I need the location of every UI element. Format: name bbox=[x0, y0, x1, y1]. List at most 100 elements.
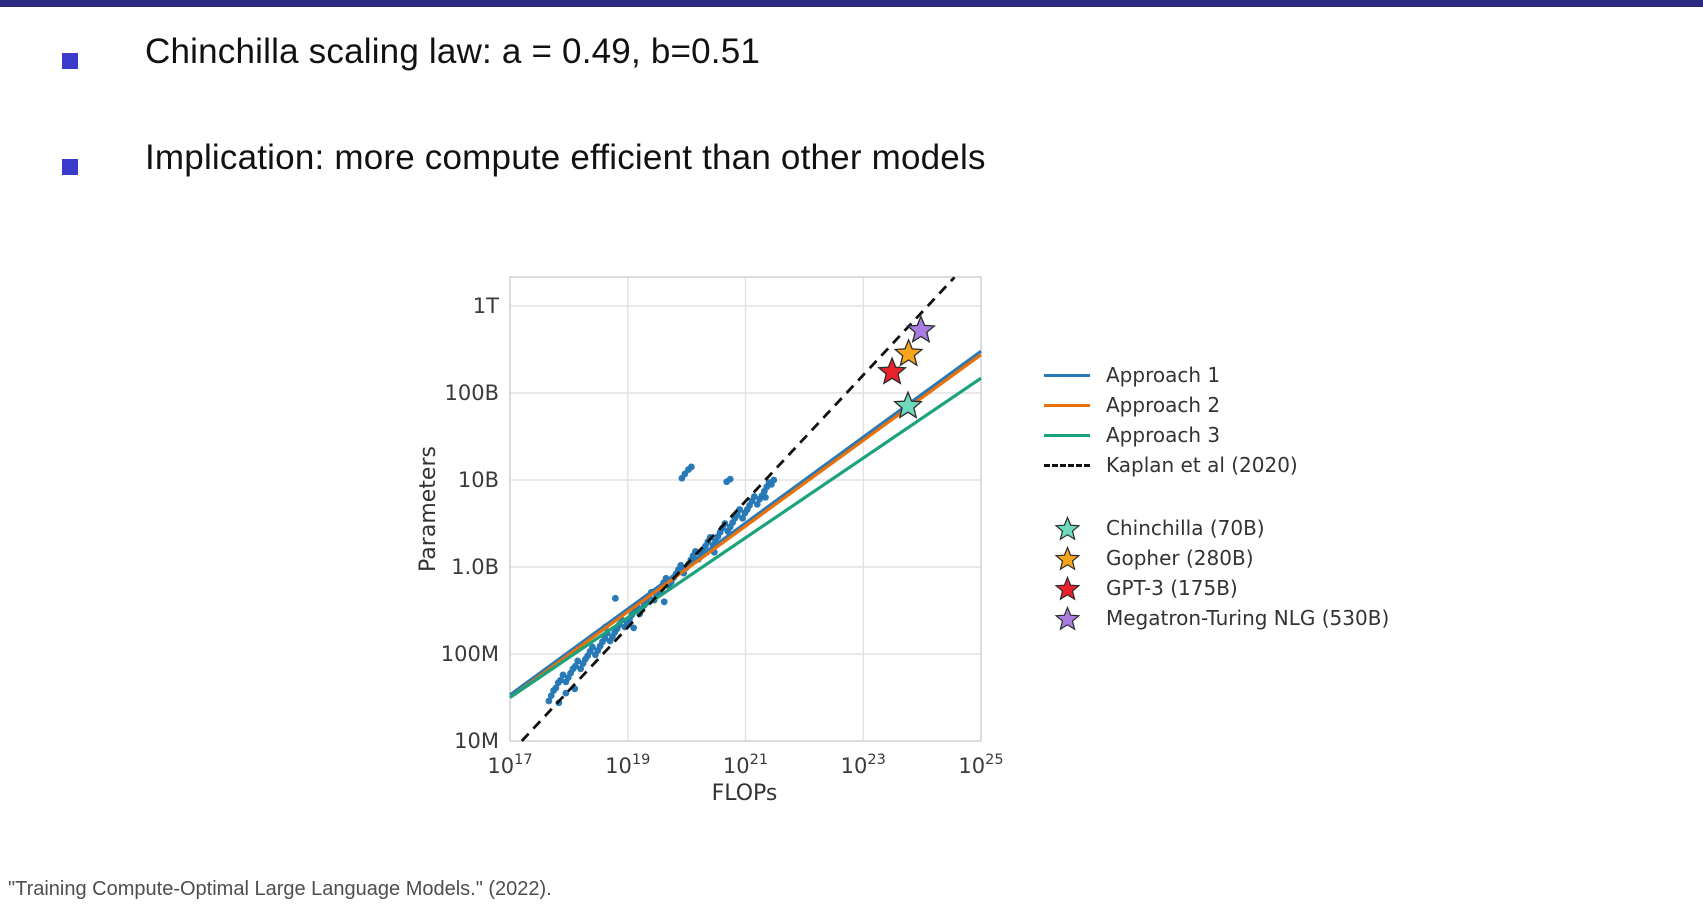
scatter-point bbox=[660, 579, 668, 587]
scatter-point bbox=[591, 651, 599, 659]
scatter-point bbox=[762, 494, 769, 501]
fit-line-kaplan-et-al-2020- bbox=[520, 276, 956, 742]
y-tick-label: 1.0B bbox=[451, 555, 499, 579]
scatter-point bbox=[562, 689, 570, 697]
scatter-point bbox=[640, 601, 648, 609]
scatter-point bbox=[697, 550, 705, 558]
scatter-point bbox=[623, 619, 631, 627]
scatter-point bbox=[611, 628, 619, 636]
scatter-point bbox=[650, 596, 658, 604]
y-tick-label: 100M bbox=[441, 642, 499, 666]
scatter-point bbox=[672, 570, 680, 578]
legend-row-gopher-280b-: Gopher (280B) bbox=[1043, 543, 1389, 573]
scatter-point bbox=[574, 657, 582, 665]
scatter-point bbox=[603, 629, 611, 637]
scatter-point bbox=[609, 633, 616, 640]
y-tick-label: 10M bbox=[454, 729, 499, 753]
legend-label: Chinchilla (70B) bbox=[1106, 516, 1265, 540]
legend-label: Approach 3 bbox=[1106, 423, 1221, 447]
legend-label: Approach 1 bbox=[1106, 363, 1221, 387]
scatter-point bbox=[569, 665, 577, 673]
scatter-point bbox=[559, 671, 567, 679]
legend-group-gap bbox=[1043, 480, 1389, 513]
scatter-point bbox=[630, 607, 638, 614]
scatter-point bbox=[662, 574, 670, 582]
fit-line-approach-3 bbox=[509, 376, 982, 699]
legend-label: Kaplan et al (2020) bbox=[1106, 453, 1298, 477]
scatter-point bbox=[763, 483, 771, 491]
scatter-point bbox=[655, 587, 663, 595]
bullet-row-1: Chinchilla scaling law: a = 0.49, b=0.51 bbox=[62, 31, 760, 73]
scatter-point bbox=[653, 592, 660, 600]
scatter-point bbox=[643, 597, 650, 605]
legend-label: Megatron-Turing NLG (530B) bbox=[1106, 606, 1390, 630]
scatter-point bbox=[586, 647, 594, 655]
scatter-point bbox=[567, 669, 575, 677]
scatter-point bbox=[684, 560, 692, 568]
y-tick-label: 10B bbox=[458, 468, 499, 492]
scatter-point bbox=[621, 623, 629, 631]
scatter-point bbox=[682, 564, 690, 572]
legend-row-approach-1: Approach 1 bbox=[1043, 360, 1389, 390]
scatter-point bbox=[739, 514, 746, 522]
scatter-point bbox=[743, 506, 751, 513]
scatter-point bbox=[736, 506, 744, 513]
scatter-point bbox=[552, 684, 560, 692]
legend-label: Approach 2 bbox=[1106, 393, 1221, 417]
y-tick-label: 100B bbox=[445, 381, 500, 405]
scatter-point bbox=[721, 520, 729, 527]
scatter-point bbox=[684, 466, 692, 473]
chinchilla-70b--star-icon bbox=[1043, 515, 1091, 542]
scatter-point bbox=[647, 588, 655, 596]
scatter-point bbox=[709, 541, 717, 549]
scatter-point bbox=[741, 509, 749, 517]
scatter-point bbox=[628, 611, 636, 619]
gpt-3-175b--star-icon bbox=[1043, 575, 1091, 602]
scatter-point bbox=[601, 623, 609, 631]
scatter-point bbox=[712, 537, 719, 545]
scatter-point bbox=[571, 685, 579, 693]
approach-1-line-swatch-icon bbox=[1043, 373, 1091, 377]
scatter-point bbox=[674, 566, 682, 574]
scatter-point bbox=[550, 687, 557, 694]
scatter-point bbox=[667, 578, 675, 586]
scatter-point bbox=[665, 582, 673, 590]
scatter-point bbox=[723, 478, 731, 486]
scatter-point bbox=[616, 621, 623, 628]
fit-line-approach-2 bbox=[509, 353, 982, 699]
scatter-point bbox=[687, 556, 695, 564]
scatter-point bbox=[562, 678, 570, 686]
scatter-point bbox=[577, 665, 585, 673]
scatter-point bbox=[760, 487, 768, 495]
x-axis-title: FLOPs bbox=[712, 781, 778, 806]
scatter-point bbox=[689, 552, 697, 560]
legend-row-gpt-3-175b-: GPT-3 (175B) bbox=[1043, 573, 1389, 603]
scatter-point bbox=[726, 523, 734, 531]
scatter-point bbox=[657, 583, 665, 591]
legend-row-approach-2: Approach 2 bbox=[1043, 390, 1389, 420]
scatter-point bbox=[564, 674, 572, 681]
scatter-point bbox=[768, 480, 775, 488]
scatter-point bbox=[687, 463, 695, 471]
scatter-point bbox=[613, 625, 621, 633]
scatter-point bbox=[670, 574, 678, 581]
scatter-point bbox=[706, 534, 714, 541]
scatter-point bbox=[681, 470, 689, 478]
legend-row-megatron-turing-nlg-530b-: Megatron-Turing NLG (530B) bbox=[1043, 603, 1389, 633]
scatter-point bbox=[731, 514, 739, 522]
scatter-point bbox=[702, 542, 709, 550]
scatter-point bbox=[571, 662, 579, 670]
scatter-point bbox=[756, 495, 764, 503]
scatter-point bbox=[611, 594, 619, 602]
scatter-point bbox=[678, 474, 686, 482]
scatter-point bbox=[545, 697, 553, 705]
scatter-point bbox=[695, 555, 702, 563]
y-axis-title: Parameters bbox=[416, 446, 441, 572]
scatter-point bbox=[746, 501, 754, 509]
scatter-point bbox=[692, 547, 699, 555]
chart-legend: Approach 1 Approach 2 Approach 3 Kaplan et … bbox=[1043, 360, 1389, 633]
star-chinchilla-70b- bbox=[893, 390, 923, 419]
x-tick-label: 1025 bbox=[958, 752, 1003, 778]
scatter-point bbox=[726, 475, 734, 483]
